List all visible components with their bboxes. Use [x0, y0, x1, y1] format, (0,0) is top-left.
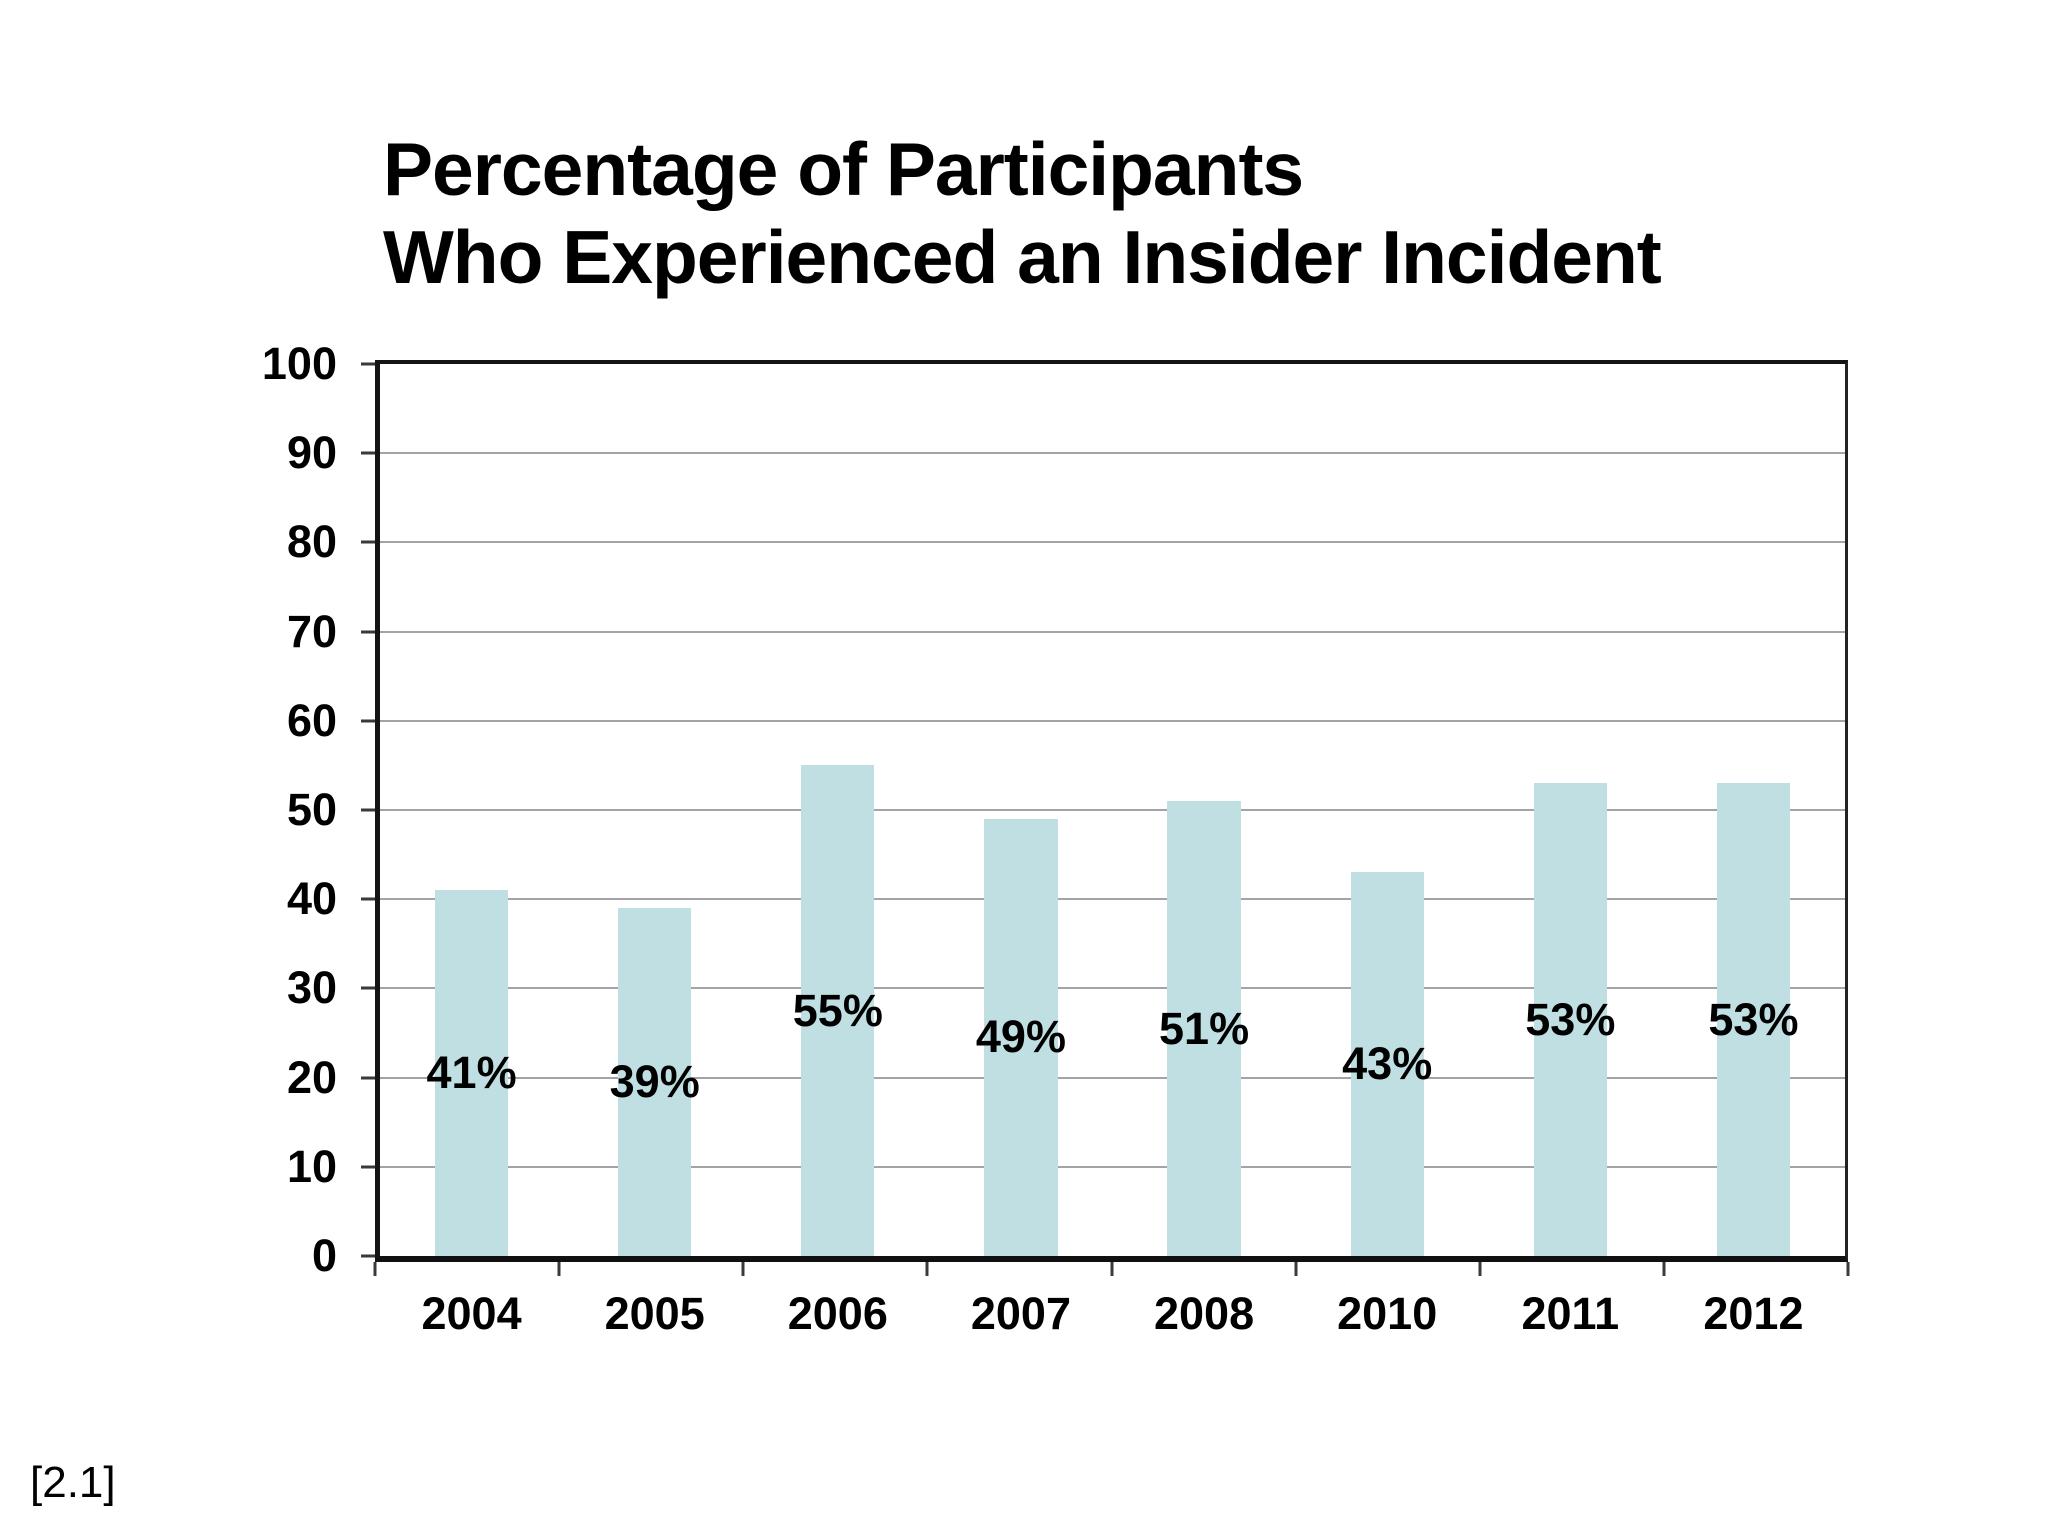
x-tick-mark: [741, 1262, 745, 1276]
bars-container: 41% 39% 55% 49% 51% 43% 53% 53%: [380, 364, 1845, 1256]
y-tick-label: 30: [286, 962, 337, 1014]
bar-value-label: 41%: [426, 1047, 517, 1099]
y-tick-label: 50: [286, 784, 337, 835]
y-tick-label: 60: [286, 694, 337, 746]
y-tick-mark: [361, 1165, 375, 1169]
bar-slot: 39%: [563, 364, 746, 1256]
y-tick-mark: [361, 540, 375, 544]
bar: [801, 765, 875, 1256]
bar: [1167, 801, 1241, 1256]
bar-slot: 51%: [1113, 364, 1296, 1256]
x-tick-label: 2005: [604, 1288, 705, 1339]
y-tick-label: 10: [286, 1140, 337, 1192]
bar: [1533, 783, 1607, 1256]
bar-slot: 43%: [1296, 364, 1479, 1256]
bar-value-label: 43%: [1342, 1038, 1433, 1090]
plot-area: 41% 39% 55% 49% 51% 43% 53% 53%: [375, 360, 1848, 1262]
bar-value-label: 39%: [609, 1056, 700, 1108]
gridline: [380, 1165, 1845, 1168]
x-tick-label: 2011: [1521, 1288, 1620, 1339]
citation: [2.1]: [30, 1458, 116, 1507]
gridline: [380, 630, 1845, 633]
y-tick-mark: [361, 986, 375, 990]
x-tick-mark: [1110, 1262, 1113, 1276]
y-tick-mark: [361, 362, 375, 366]
x-tick-label: 2006: [787, 1288, 888, 1339]
y-tick-label: 40: [286, 873, 337, 925]
gridline: [380, 987, 1845, 990]
x-tick-mark: [1478, 1262, 1482, 1276]
y-axis-ticks: [361, 362, 375, 1258]
x-tick-mark: [373, 1262, 377, 1276]
gridline: [380, 809, 1845, 811]
gridline: [380, 1076, 1845, 1079]
y-tick-label: 0: [311, 1230, 337, 1281]
bar-slot: 49%: [929, 364, 1112, 1256]
x-tick-label: 2012: [1703, 1288, 1804, 1339]
bar: [434, 890, 509, 1256]
gridline: [380, 541, 1845, 544]
bar-slot: 41%: [380, 364, 563, 1256]
bar-value-label: 49%: [975, 1011, 1066, 1063]
bar: [1716, 783, 1791, 1256]
y-tick-label: 80: [286, 516, 337, 568]
gridline: [380, 719, 1845, 722]
y-tick-mark: [361, 1076, 375, 1080]
bar-slot: 53%: [1479, 364, 1662, 1256]
bar-slot: 53%: [1662, 364, 1845, 1256]
y-tick-mark: [361, 808, 375, 812]
bar-value-label: 51%: [1159, 1002, 1250, 1054]
x-tick-mark: [1662, 1262, 1666, 1276]
bar-slot: 55%: [746, 364, 929, 1256]
y-tick-label: 100: [261, 338, 337, 389]
x-tick-mark: [1294, 1262, 1298, 1276]
x-tick-label: 2008: [1154, 1288, 1255, 1339]
x-tick-mark: [925, 1262, 929, 1276]
bar-value-label: 53%: [1525, 993, 1616, 1045]
x-tick-mark: [557, 1262, 561, 1276]
x-tick-label: 2004: [421, 1288, 522, 1339]
y-tick-mark: [361, 719, 375, 723]
x-tick-label: 2007: [970, 1288, 1071, 1339]
y-tick-label: 70: [286, 605, 337, 657]
x-tick-label: 2010: [1337, 1288, 1438, 1339]
bar: [618, 908, 692, 1256]
y-tick-mark: [361, 1254, 375, 1258]
y-tick-mark: [361, 630, 375, 634]
gridline: [380, 452, 1845, 455]
bar: [984, 818, 1058, 1256]
bar-value-label: 55%: [792, 984, 883, 1036]
y-tick-label: 20: [286, 1051, 337, 1103]
gridline: [380, 898, 1845, 901]
y-tick-mark: [361, 451, 375, 455]
x-tick-mark: [1846, 1262, 1850, 1276]
bar-value-label: 53%: [1708, 993, 1799, 1045]
y-axis-labels: 0 10 20 30 40 50 60 70 80 90 100: [140, 338, 337, 1281]
y-tick-label: 90: [286, 427, 337, 479]
x-axis-ticks: [373, 1262, 1850, 1278]
chart-title: Percentage of Participants Who Experienc…: [383, 127, 1662, 299]
y-tick-mark: [361, 897, 375, 901]
bar: [1350, 872, 1424, 1256]
x-axis-labels: 2004 2005 2006 2007 2008 2010 2011 2012: [380, 1288, 1845, 1340]
